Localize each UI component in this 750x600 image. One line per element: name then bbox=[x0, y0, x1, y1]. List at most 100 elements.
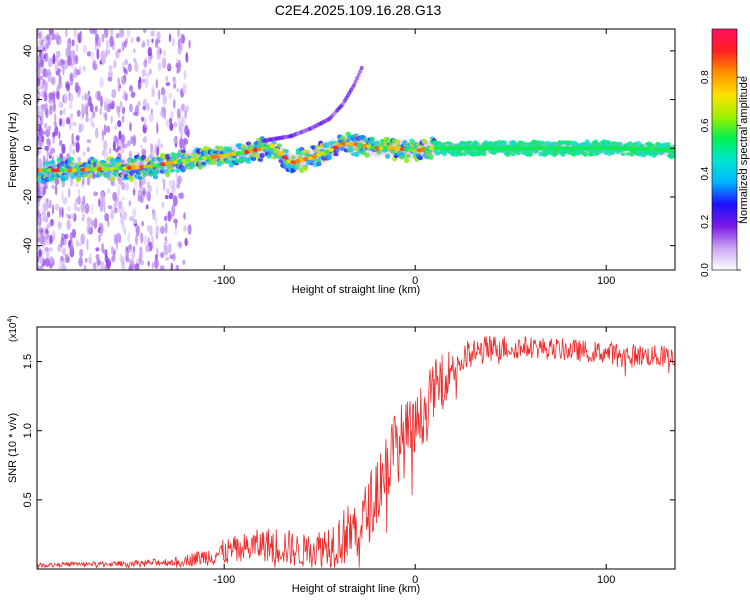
heatmap-ridge-cell bbox=[232, 156, 238, 160]
heatmap-ridge-cell bbox=[290, 155, 296, 160]
heatmap-noise-cell bbox=[187, 224, 192, 235]
heatmap-noise-cell bbox=[157, 46, 161, 55]
heatmap-noise-cell bbox=[54, 112, 57, 125]
heatmap-noise-cell bbox=[113, 196, 119, 203]
heatmap-noise-cell bbox=[59, 109, 63, 116]
heatmap-core-cell bbox=[513, 146, 520, 151]
heatmap-noise-cell bbox=[114, 124, 117, 131]
heatmap-core-cell bbox=[618, 146, 625, 151]
heatmap-noise-cell bbox=[173, 122, 178, 128]
heatmap-noise-cell bbox=[176, 88, 179, 93]
heatmap-noise-cell bbox=[37, 77, 41, 87]
heatmap-noise-cell bbox=[157, 61, 162, 72]
heatmap-ridge-cell bbox=[110, 158, 116, 162]
heatmap-noise-cell bbox=[139, 144, 143, 150]
heatmap-noise-cell bbox=[37, 226, 42, 232]
heatmap-noise-cell bbox=[45, 108, 49, 119]
heatmap-noise-cell bbox=[132, 188, 136, 196]
heatmap-noise-cell bbox=[118, 200, 123, 209]
heatmap-ridge-cell bbox=[144, 157, 150, 163]
spectrogram-heatmap bbox=[37, 29, 675, 270]
heatmap-noise-cell bbox=[120, 181, 126, 191]
heatmap-noise-cell bbox=[168, 179, 173, 189]
heatmap-noise-cell bbox=[44, 81, 48, 90]
heatmap-noise-cell bbox=[67, 55, 72, 66]
heatmap-noise-cell bbox=[161, 57, 167, 69]
heatmap-noise-cell bbox=[133, 245, 136, 253]
chart-title: C2E4.2025.109.16.28.G13 bbox=[275, 2, 442, 18]
heatmap-noise-cell bbox=[66, 213, 69, 219]
heatmap-ridge-cell bbox=[165, 171, 171, 178]
heatmap-noise-cell bbox=[47, 202, 50, 209]
heatmap-noise-cell bbox=[156, 31, 161, 40]
heatmap-branch-cell bbox=[352, 82, 357, 88]
heatmap-noise-cell bbox=[118, 130, 122, 141]
heatmap-core-cell bbox=[529, 146, 536, 151]
heatmap-noise-cell bbox=[141, 148, 147, 156]
heatmap-noise-cell bbox=[47, 60, 53, 68]
heatmap-core-cell bbox=[281, 155, 288, 160]
heatmap-noise-cell bbox=[94, 127, 99, 139]
heatmap-noise-cell bbox=[37, 206, 40, 217]
heatmap-noise-cell bbox=[133, 57, 137, 63]
heatmap-noise-cell bbox=[46, 223, 51, 229]
heatmap-noise-cell bbox=[102, 249, 108, 255]
heatmap-ridge-cell bbox=[245, 141, 252, 146]
heatmap-noise-cell bbox=[155, 100, 159, 106]
heatmap-noise-cell bbox=[177, 38, 181, 49]
heatmap-noise-cell bbox=[95, 253, 100, 261]
heatmap-noise-cell bbox=[100, 95, 103, 108]
heatmap-noise-cell bbox=[116, 145, 121, 151]
snr-panel: -100 0 100 0.5 1.0 1.5 Height of straight lin… bbox=[7, 315, 676, 595]
heatmap-ridge-cell bbox=[110, 176, 116, 182]
heatmap-noise-cell bbox=[84, 92, 87, 102]
heatmap-noise-cell bbox=[130, 135, 134, 145]
heatmap-noise-cell bbox=[52, 54, 56, 65]
heatmap-core-cell bbox=[101, 167, 108, 172]
heatmap-noise-cell bbox=[182, 259, 186, 265]
heatmap-noise-cell bbox=[159, 265, 165, 270]
heatmap-core-cell bbox=[378, 146, 385, 151]
heatmap-noise-cell bbox=[173, 99, 176, 109]
heatmap-noise-cell bbox=[37, 32, 42, 39]
heatmap-ridge-cell bbox=[467, 140, 473, 144]
heatmap-noise-cell bbox=[40, 116, 45, 122]
heatmap-noise-cell bbox=[155, 38, 159, 49]
heatmap-noise-cell bbox=[58, 206, 62, 218]
heatmap-noise-cell bbox=[44, 226, 46, 234]
heatmap-core-cell bbox=[563, 146, 570, 151]
heatmap-noise-cell bbox=[104, 29, 109, 38]
heatmap-noise-cell bbox=[62, 257, 65, 269]
heatmap-core-cell bbox=[496, 146, 503, 151]
heatmap-noise-cell bbox=[146, 38, 150, 47]
heatmap-noise-cell bbox=[115, 105, 119, 114]
heatmap-noise-cell bbox=[75, 135, 80, 142]
heatmap-noise-cell bbox=[62, 196, 68, 205]
heatmap-noise-cell bbox=[175, 172, 178, 180]
heatmap-noise-cell bbox=[40, 235, 46, 243]
heatmap-noise-cell bbox=[155, 225, 160, 236]
colorbar-label: Normalized spectral amplitude bbox=[738, 76, 750, 224]
heatmap-noise-cell bbox=[39, 49, 42, 58]
heatmap-noise-cell bbox=[179, 192, 185, 200]
heatmap-core-cell bbox=[46, 168, 53, 173]
heatmap-core-cell bbox=[277, 151, 284, 156]
heatmap-noise-cell bbox=[69, 143, 73, 154]
heatmap-noise-cell bbox=[134, 263, 140, 270]
x-tick-label: -100 bbox=[213, 275, 235, 287]
snr-ticks: -100 0 100 0.5 1.0 1.5 bbox=[22, 327, 675, 586]
heatmap-noise-cell bbox=[43, 92, 48, 102]
heatmap-noise-cell bbox=[151, 235, 154, 247]
x-tick-label: 0 bbox=[412, 275, 418, 287]
heatmap-noise-cell bbox=[95, 33, 99, 43]
heatmap-noise-cell bbox=[128, 85, 134, 92]
heatmap-noise-cell bbox=[120, 215, 124, 225]
heatmap-noise-cell bbox=[169, 110, 175, 119]
x-tick-label: 0 bbox=[412, 574, 418, 586]
heatmap-noise-cell bbox=[146, 224, 150, 232]
heatmap-noise-cell bbox=[50, 218, 53, 227]
heatmap-noise-cell bbox=[61, 233, 65, 241]
heatmap-noise-cell bbox=[78, 123, 82, 133]
heatmap-noise-cell bbox=[129, 216, 134, 222]
heatmap-noise-cell bbox=[126, 140, 131, 147]
